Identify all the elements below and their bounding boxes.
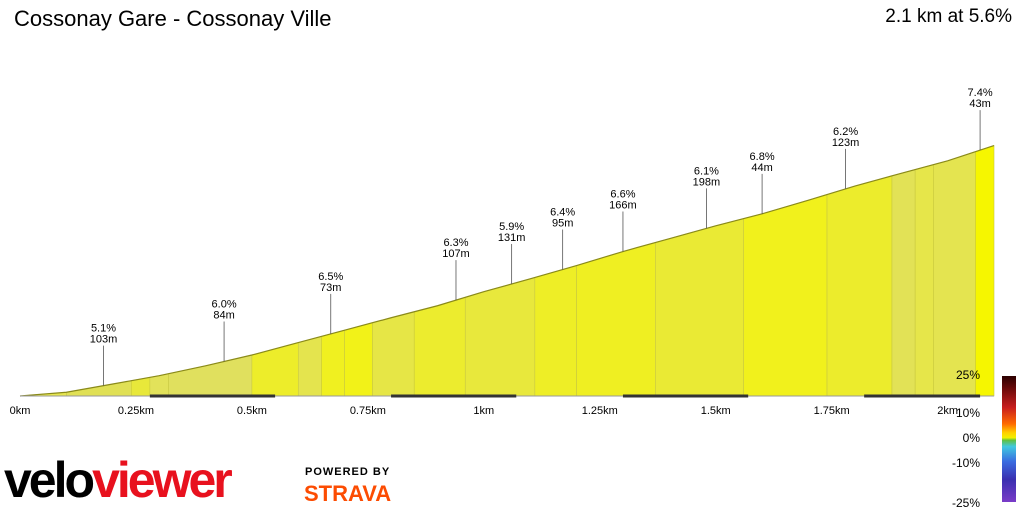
gradient-segment-18 bbox=[891, 169, 916, 397]
gradient-segment-13 bbox=[534, 265, 577, 397]
legend-tick-25: 25% bbox=[955, 368, 980, 382]
gradient-segment-15 bbox=[655, 218, 744, 397]
annotation-length-0: 103m bbox=[90, 334, 118, 346]
annotation-gradient-3: 6.3% bbox=[443, 237, 468, 249]
x-tick-label-5: 1.25km bbox=[582, 405, 618, 417]
x-tick-label-4: 1km bbox=[473, 405, 494, 417]
gradient-segment-5 bbox=[168, 354, 253, 397]
gradient-segment-19 bbox=[914, 164, 935, 397]
legend-tick-minus-25: -25% bbox=[951, 496, 980, 510]
annotation-length-3: 107m bbox=[442, 248, 470, 260]
annotation-gradient-4: 5.9% bbox=[499, 221, 524, 233]
legend-tick-10: 10% bbox=[955, 406, 980, 420]
x-tick-label-1: 0.25km bbox=[118, 405, 154, 417]
legend-tick-0: 0% bbox=[962, 431, 980, 445]
gradient-color-scale bbox=[1002, 376, 1016, 502]
legend-tick-minus-10: -10% bbox=[951, 456, 980, 470]
x-tick-label-7: 1.75km bbox=[814, 405, 850, 417]
powered-by-label: POWERED BY bbox=[305, 466, 391, 478]
gradient-segment-21 bbox=[975, 145, 995, 397]
annotation-gradient-9: 6.2% bbox=[833, 126, 858, 138]
annotation-length-6: 166m bbox=[609, 200, 637, 212]
chart-title: Cossonay Gare - Cossonay Ville bbox=[14, 6, 332, 31]
x-tick-label-2: 0.5km bbox=[237, 405, 267, 417]
gradient-segment-12 bbox=[464, 277, 536, 397]
logo-velo-text: velo bbox=[4, 452, 95, 508]
gradient-segment-20 bbox=[933, 151, 976, 397]
x-tick-label-0: 0km bbox=[10, 405, 31, 417]
profile-outline bbox=[19, 144, 995, 397]
annotation-gradient-2: 6.5% bbox=[318, 271, 343, 283]
gradient-segment-8 bbox=[321, 329, 345, 397]
annotation-length-8: 44m bbox=[751, 162, 772, 174]
gradient-segment-17 bbox=[826, 175, 893, 397]
annotation-length-4: 131m bbox=[498, 232, 526, 244]
annotation-length-1: 84m bbox=[213, 309, 234, 321]
gradient-segment-11 bbox=[413, 296, 466, 397]
annotation-length-5: 95m bbox=[552, 218, 573, 230]
x-tick-label-6: 1.5km bbox=[701, 405, 731, 417]
gradient-legend: 25% 10% 0% -10% -25% bbox=[950, 368, 1024, 512]
annotation-gradient-8: 6.8% bbox=[750, 151, 775, 163]
veloviewer-logo: veloviewer bbox=[4, 452, 233, 508]
annotation-length-9: 123m bbox=[832, 137, 860, 149]
strava-logo: STRAVA bbox=[304, 481, 392, 506]
annotation-length-2: 73m bbox=[320, 282, 341, 294]
annotation-gradient-7: 6.1% bbox=[694, 165, 719, 177]
annotation-gradient-6: 6.6% bbox=[610, 189, 635, 201]
annotation-gradient-10: 7.4% bbox=[968, 87, 993, 99]
gradient-segment-6 bbox=[251, 342, 299, 397]
annotation-gradient-1: 6.0% bbox=[212, 298, 237, 310]
annotation-gradient-5: 6.4% bbox=[550, 207, 575, 219]
gradient-segment-16 bbox=[743, 194, 828, 397]
gradient-segment-14 bbox=[576, 242, 656, 397]
gradient-segment-7 bbox=[297, 335, 322, 397]
climb-summary: 2.1 km at 5.6% bbox=[885, 6, 1012, 27]
elevation-profile-chart: 5.1%103m 6.0%84m 6.5%73m 6.3%107m 5.9%131m 6.… bbox=[10, 87, 995, 417]
logo-viewer-text: viewer bbox=[92, 452, 233, 508]
x-tick-label-8: 2km bbox=[937, 405, 958, 417]
gradient-segment-9 bbox=[344, 322, 373, 397]
annotation-gradient-0: 5.1% bbox=[91, 323, 116, 335]
annotation-length-10: 43m bbox=[969, 98, 990, 110]
annotation-length-7: 198m bbox=[693, 176, 721, 188]
x-tick-label-3: 0.75km bbox=[350, 405, 386, 417]
gradient-segment-10 bbox=[372, 311, 415, 397]
